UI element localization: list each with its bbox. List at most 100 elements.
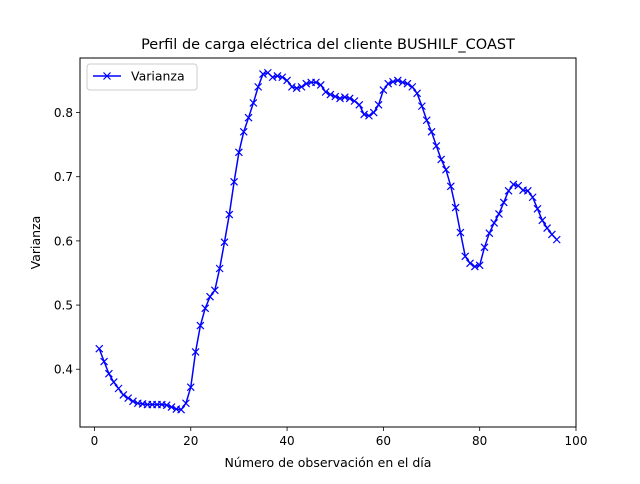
data-point-marker (417, 102, 426, 111)
x-axis-label: Número de observación en el día (225, 455, 432, 470)
legend: Varianza (86, 63, 198, 91)
data-point-marker (297, 82, 306, 91)
data-point-marker (167, 403, 176, 412)
data-point-marker (244, 113, 253, 122)
data-point-marker (398, 78, 407, 87)
data-point-marker (215, 264, 224, 273)
data-point-marker (220, 238, 229, 247)
data-point-marker (287, 82, 296, 91)
data-point-marker (480, 243, 489, 252)
y-tick-label: 0.8 (54, 106, 73, 120)
y-tick-label: 0.4 (54, 363, 73, 377)
x-axis-ticks: 0 20 40 60 80 100 (91, 427, 588, 448)
data-point-marker (446, 182, 455, 191)
data-point-marker (475, 261, 484, 270)
data-point-marker (321, 88, 330, 96)
data-point-marker (509, 180, 518, 189)
data-point-marker (191, 347, 200, 356)
x-tick-label: 40 (279, 434, 294, 448)
data-point-marker (340, 93, 349, 102)
data-point-marker (283, 76, 291, 85)
data-point-marker (413, 89, 422, 98)
data-point-marker (393, 76, 402, 85)
data-point-marker (312, 78, 320, 87)
data-point-marker (268, 73, 277, 82)
data-point-marker (374, 100, 383, 109)
legend-frame (86, 63, 198, 91)
data-point-marker (201, 304, 210, 313)
data-point-marker (249, 98, 258, 107)
x-tick-label: 100 (565, 434, 588, 448)
data-point-marker (355, 100, 364, 109)
data-point-marker (210, 286, 219, 295)
data-point-marker (196, 321, 205, 330)
data-point-marker (186, 383, 195, 392)
data-point-marker (470, 262, 479, 271)
axes-frame (79, 57, 577, 428)
x-tick-label: 80 (472, 434, 487, 448)
data-point-marker (100, 357, 109, 366)
data-point-marker (316, 81, 325, 89)
data-point-marker (504, 186, 513, 195)
data-point-marker (408, 82, 417, 91)
data-point-marker (273, 72, 282, 80)
x-tick-label: 60 (376, 434, 391, 448)
data-point-marker (427, 127, 436, 136)
data-point-marker (466, 259, 474, 268)
y-tick-label: 0.6 (54, 234, 73, 248)
data-point-marker (109, 378, 118, 387)
data-point-marker (278, 73, 287, 82)
data-point-marker (345, 94, 354, 103)
data-point-marker (369, 108, 378, 117)
data-point-marker (182, 399, 190, 408)
data-point-marker (379, 86, 388, 95)
data-point-marker (234, 148, 243, 157)
y-axis-label: Varianza (28, 216, 43, 270)
data-point-marker (95, 344, 104, 353)
data-point-marker (326, 90, 335, 99)
data-point-marker (360, 110, 369, 119)
y-tick-label: 0.5 (54, 299, 73, 313)
data-point-marker (523, 186, 532, 195)
data-point-marker (177, 405, 186, 414)
data-point-marker (485, 229, 494, 238)
data-point-marker (528, 193, 537, 202)
plot-layer (95, 68, 561, 414)
y-axis-ticks: 0.4 0.5 0.6 0.7 0.8 (54, 106, 80, 377)
data-point-marker (206, 292, 214, 301)
data-point-marker (336, 94, 344, 103)
legend-entry-varianza: Varianza (131, 69, 185, 84)
data-point-marker (230, 177, 239, 186)
data-point-marker (461, 252, 470, 261)
data-point-marker (254, 82, 263, 91)
data-point-marker (384, 79, 393, 88)
data-point-marker (389, 77, 397, 86)
data-point-marker (552, 235, 561, 244)
data-point-marker (239, 127, 248, 136)
data-point-marker (451, 203, 460, 212)
data-point-marker (437, 155, 446, 164)
data-point-marker (114, 384, 123, 393)
data-point-marker (499, 198, 508, 207)
y-tick-label: 0.7 (54, 170, 73, 184)
data-point-marker (543, 224, 552, 232)
data-point-marker (533, 204, 542, 213)
data-point-marker (432, 141, 441, 150)
chart-title: Perfil de carga eléctrica del cliente BU… (141, 37, 515, 53)
data-point-marker (403, 79, 412, 88)
data-point-marker (104, 369, 113, 378)
data-point-marker (538, 216, 547, 225)
data-point-marker (365, 111, 373, 120)
data-point-marker (119, 390, 128, 399)
data-point-marker (495, 210, 503, 218)
data-point-marker (422, 116, 431, 125)
legend-marker-swatch (103, 72, 111, 80)
x-tick-label: 20 (183, 434, 198, 448)
data-point-marker (331, 92, 340, 101)
data-point-marker (490, 219, 499, 227)
data-point-marker (442, 165, 450, 174)
data-point-marker (302, 79, 311, 88)
data-point-marker (456, 228, 465, 237)
